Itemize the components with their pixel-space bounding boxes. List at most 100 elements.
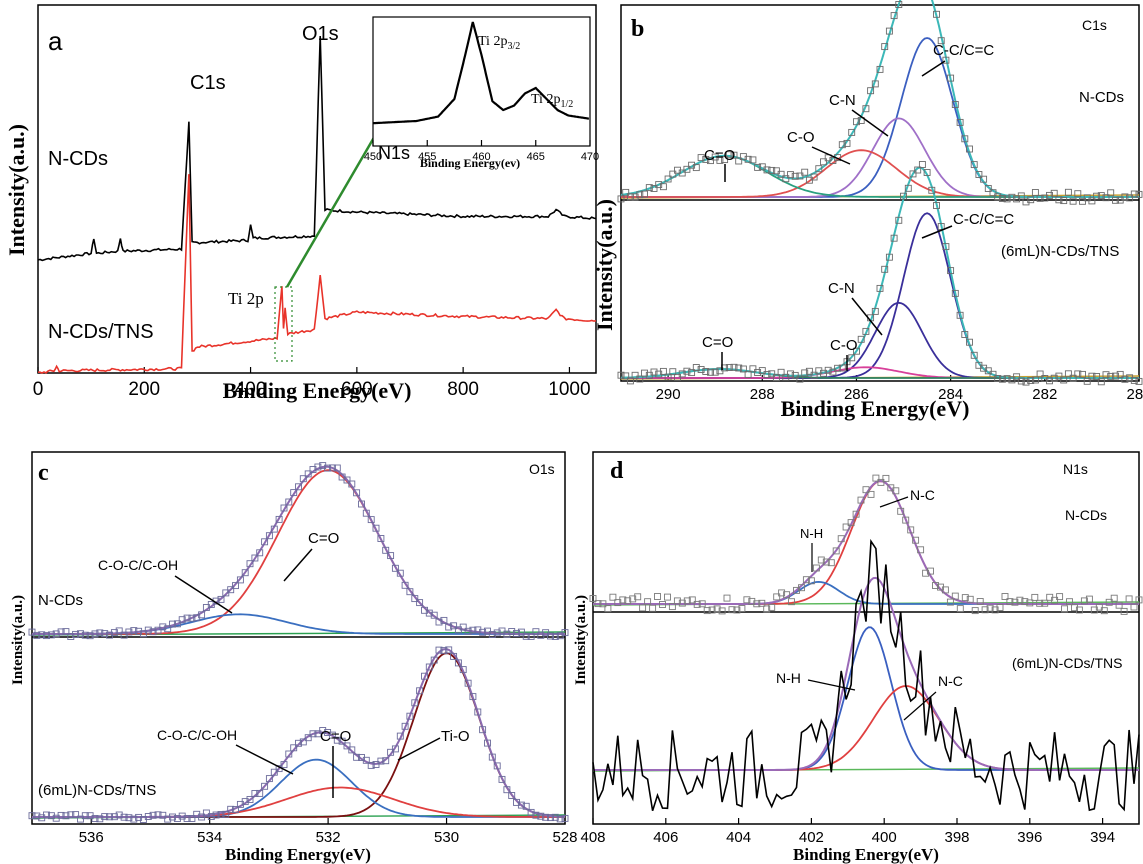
c1s-label: C1s: [190, 72, 226, 94]
panel-c-data-marker: [173, 815, 181, 822]
panel-d-data-marker: [991, 606, 999, 614]
d-lower-nc-label: N-C: [938, 673, 963, 689]
ti2p12-label: Ti 2p1/2: [531, 92, 573, 110]
panel-b-data-marker: [984, 367, 992, 375]
panel-c-data-marker: [62, 812, 70, 820]
panel-d-sample-lower: (6mL)N-CDs/TNS: [1012, 655, 1122, 671]
panel-b-data-marker: [885, 253, 893, 261]
panel-d-data-marker: [862, 486, 870, 494]
panel-b-data-marker: [881, 265, 889, 273]
panel-c-data-marker: [367, 761, 375, 769]
panel-b-data-marker: [725, 364, 733, 371]
panel-b-data-marker: [1036, 370, 1044, 378]
panel-c-data-marker: [275, 515, 283, 523]
panel-d-data-marker: [1110, 594, 1118, 602]
panel-c-data-marker: [212, 811, 220, 819]
panel-d-x-ticks: 408 406 404 402 400 398 396 394: [580, 818, 1115, 846]
panel-d-data-marker: [1041, 599, 1049, 607]
panel-c-data-marker: [362, 756, 370, 764]
panel-c-data-marker: [488, 631, 496, 638]
panel-b-data-marker: [688, 369, 696, 377]
panel-b-data-marker: [862, 105, 870, 113]
panel-a-x-tick-label-3: 600: [341, 379, 373, 400]
panel-b-data-marker: [810, 173, 818, 181]
panel-d-data-marker: [609, 593, 617, 601]
panel-b-data-marker: [815, 165, 823, 173]
panel-c-data-marker: [72, 811, 80, 819]
panel-c-data-marker: [304, 470, 312, 478]
panel-d-data-marker: [763, 605, 771, 613]
panel-b-data-marker: [683, 165, 691, 173]
panel-b-data-marker: [796, 172, 804, 180]
panel-b-xlabel: Binding Energy(eV): [781, 396, 970, 421]
panel-b-data-marker: [744, 155, 752, 163]
panel-d-raw-data: [592, 538, 1140, 812]
panel-c-data-marker: [299, 738, 307, 746]
panel-c-data-marker: [198, 611, 206, 619]
panel-c-data-marker: [454, 659, 462, 667]
panel-b-data-marker: [970, 161, 978, 169]
panel-c-data-marker: [67, 811, 75, 819]
panel-c-data-marker: [459, 623, 467, 631]
panel-c-data-marker: [556, 815, 564, 823]
panel-d-data-marker: [941, 586, 949, 594]
panel-b-data-marker: [739, 365, 747, 373]
panel-b-data-marker: [923, 169, 931, 176]
panel-c-data-marker: [135, 813, 143, 821]
panel-c-data-marker: [450, 652, 458, 660]
panel-c-data-marker: [445, 646, 453, 654]
panel-b-data-marker: [890, 234, 898, 242]
panel-b-data-marker: [966, 145, 973, 153]
panel-b-data-marker: [876, 65, 884, 73]
panel-b-data-marker: [631, 371, 639, 379]
panel-b-data-marker: [777, 170, 785, 178]
panel-d-sample-upper: N-CDs: [1065, 507, 1107, 523]
panel-b-data-marker: [1097, 192, 1105, 200]
panel-d-frame: [592, 451, 1140, 825]
panel-d-data-marker: [693, 600, 701, 608]
panel-b-data-marker: [1003, 375, 1011, 383]
panel-c-data-marker: [440, 647, 448, 655]
panel-d-x-tick-label-6: 396: [1017, 829, 1042, 846]
panel-c-data-marker: [479, 726, 487, 734]
panel-d-data-marker: [1006, 598, 1014, 606]
panel-b-data-marker: [895, 216, 903, 224]
panel-c-data-marker: [202, 809, 210, 817]
panel-d-tag: N1s: [1063, 461, 1088, 477]
b-lower-cn-arrow: [851, 297, 883, 336]
panel-c-data-marker: [498, 775, 506, 783]
panel-d-data-marker: [897, 507, 905, 515]
panel-b-data-marker: [914, 166, 922, 174]
panel-a-series-1: [38, 174, 597, 374]
panel-b-data-marker: [617, 195, 625, 203]
b-lower-cn-label: C-N: [828, 280, 855, 297]
panel-d-data-marker: [1011, 598, 1019, 606]
panel-d-data-marker: [882, 474, 890, 482]
panel-c-data-marker: [425, 609, 433, 617]
panel-c-data-marker: [28, 812, 36, 820]
panel-c-data-marker: [81, 631, 89, 639]
panel-b-envelope: [621, 166, 1139, 379]
panel-b-x-tick-label-4: 282: [1032, 386, 1057, 403]
panel-d-data-marker: [659, 601, 666, 608]
panel-d-data-marker: [917, 546, 925, 554]
b-upper-cc-arrow: [921, 60, 946, 77]
panel-d-data-marker: [733, 606, 741, 614]
panel-d-data-marker: [877, 478, 885, 486]
panel-c-data-marker: [474, 626, 482, 634]
panel-b-data-marker: [1107, 189, 1115, 197]
panel-d-data-marker: [798, 584, 805, 592]
inset-x-tick-label-0: 450: [364, 151, 382, 163]
panel-b-data-marker: [862, 327, 870, 335]
panel-b-data-marker: [1041, 375, 1049, 382]
panel-d-data-marker: [678, 599, 686, 607]
panel-c-peak-c-o: [32, 469, 565, 635]
panel-b-data-marker: [1069, 197, 1077, 205]
panel-b-data-marker: [1130, 376, 1138, 384]
panel-b-data-marker: [1079, 197, 1086, 205]
panel-d-data-marker: [902, 516, 910, 524]
panel-d-data-marker: [912, 536, 920, 544]
inset-x-tick-label-3: 465: [527, 151, 545, 163]
panel-d-data-marker: [907, 526, 915, 534]
panel-d-data-marker: [1115, 601, 1123, 609]
